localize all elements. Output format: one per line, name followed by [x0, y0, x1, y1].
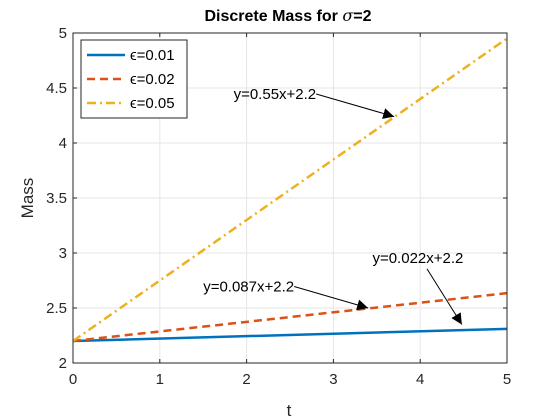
x-tick-label: 5: [503, 371, 511, 388]
y-tick-label: 2: [59, 355, 67, 372]
y-tick-label: 3: [59, 245, 67, 262]
series-line-1: [72, 327, 508, 343]
chart-title-prefix: Discrete Mass for: [204, 8, 342, 25]
series-line-3: [72, 37, 508, 343]
y-tick-label: 4.5: [46, 80, 67, 97]
y-axis-label: Mass: [18, 178, 37, 219]
chart-title: Discrete Mass for σ=2: [204, 6, 371, 25]
y-tick-label: 4: [59, 135, 67, 152]
x-axis-label: t: [287, 401, 292, 420]
annotation-arrow: [293, 286, 369, 311]
chart-title-symbol: σ: [342, 6, 354, 25]
x-tick-label: 4: [416, 371, 424, 388]
annotation-arrow: [316, 93, 395, 119]
annotation-arrow: [426, 268, 463, 325]
y-tick-label: 3.5: [46, 190, 67, 207]
series-line-2: [72, 291, 508, 343]
chart-title-suffix: =2: [353, 8, 371, 25]
legend-label-3: ϵ=0.05: [130, 95, 175, 112]
plot-area: 0 1 2 3 4 5 2 2.5 3 3.5 4 4.5 5 y=0.55x+2.2 y=0.087x+2…: [46, 25, 511, 388]
x-tick-label: 2: [242, 371, 250, 388]
annotation-text: y=0.55x+2.2: [234, 86, 317, 103]
y-tick-label: 5: [59, 25, 67, 42]
legend-label-2: ϵ=0.02: [130, 71, 175, 88]
legend-box: [80, 39, 188, 119]
annotation-text: y=0.022x+2.2: [372, 250, 463, 267]
x-tick-label: 3: [329, 371, 337, 388]
annotation-text: y=0.087x+2.2: [203, 279, 294, 296]
x-tick-label: 0: [69, 371, 77, 388]
y-tick-label: 2.5: [46, 300, 67, 317]
x-tick-label: 1: [156, 371, 164, 388]
legend-label-1: ϵ=0.01: [130, 47, 175, 64]
